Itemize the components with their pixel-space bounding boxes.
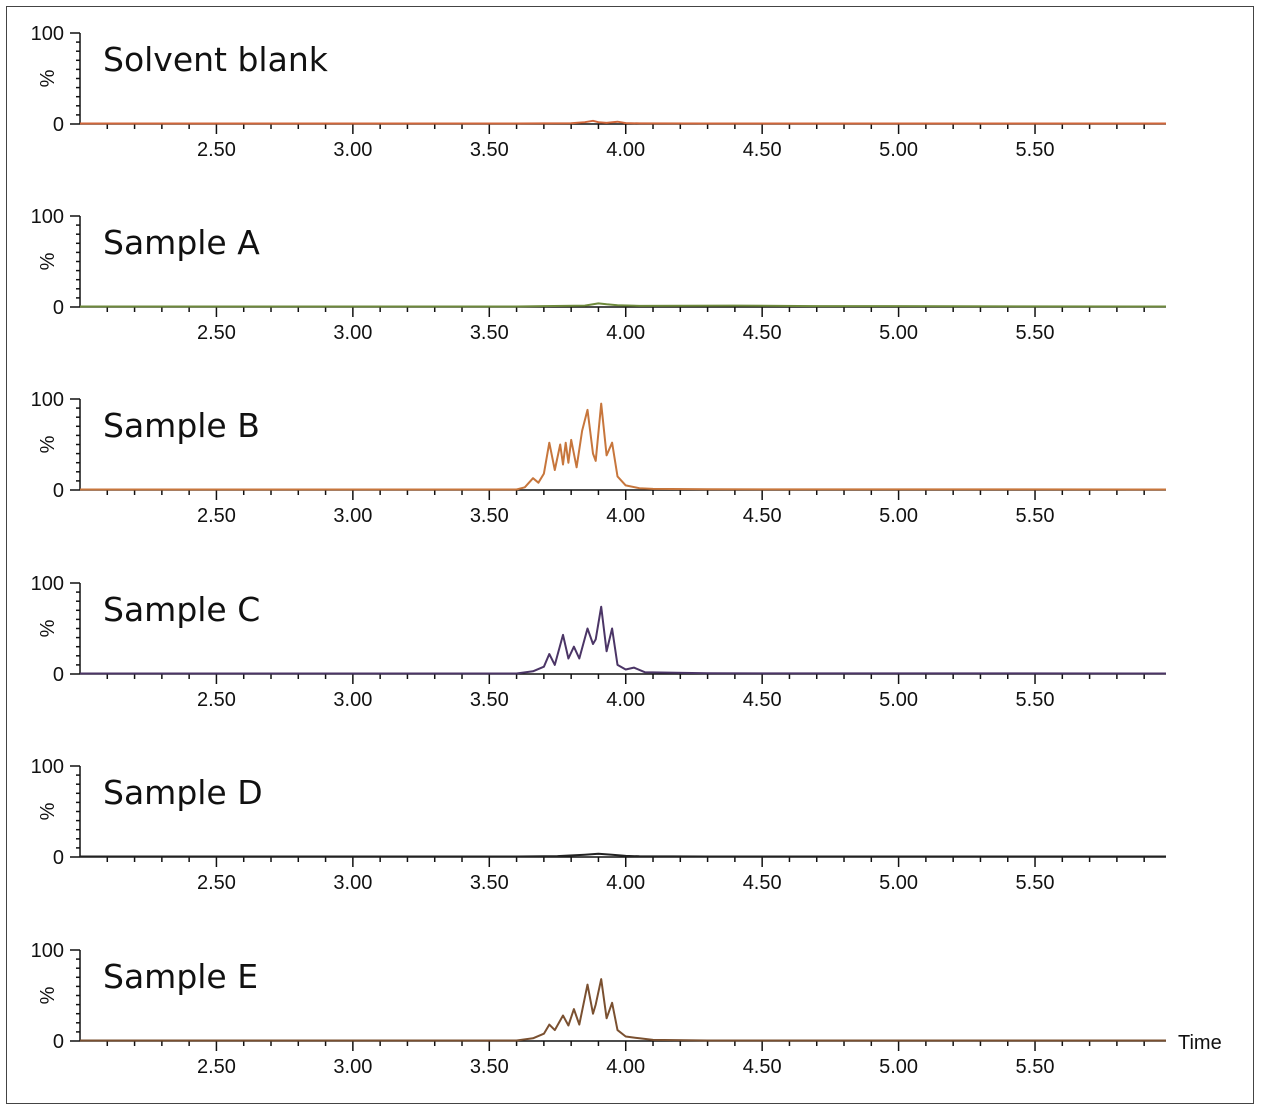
panel-title: Sample B [103, 406, 260, 445]
y-tick-label: 100 [31, 573, 64, 595]
x-tick-label: 4.00 [606, 139, 645, 161]
x-tick-label: 4.50 [743, 689, 782, 711]
x-tick-label: 3.00 [333, 689, 372, 711]
panel-title: Sample E [103, 957, 258, 996]
x-tick-label: 4.00 [606, 689, 645, 711]
y-tick-label: 100 [31, 23, 64, 45]
y-tick-label: 100 [31, 756, 64, 778]
x-tick-label: 5.00 [879, 872, 918, 894]
y-axis-label: % [37, 619, 59, 637]
series-line [80, 302, 1167, 308]
y-axis-label: % [37, 252, 59, 270]
x-tick-label: 3.00 [333, 505, 372, 527]
y-tick-label: 0 [53, 480, 64, 502]
y-tick-label: 0 [53, 664, 64, 686]
x-tick-label: 5.50 [1016, 872, 1055, 894]
y-tick-label: 0 [53, 1031, 64, 1053]
y-tick-label: 100 [31, 389, 64, 411]
x-tick-label: 3.50 [470, 322, 509, 344]
x-tick-label: 5.00 [879, 505, 918, 527]
series-line [80, 402, 1167, 491]
x-tick-label: 3.00 [333, 139, 372, 161]
series-line [80, 978, 1166, 1042]
x-tick-label: 3.00 [333, 872, 372, 894]
x-tick-label: 2.50 [197, 689, 236, 711]
x-tick-label: 3.50 [470, 689, 509, 711]
x-tick-label: 5.50 [1016, 689, 1055, 711]
x-tick-label: 5.00 [879, 322, 918, 344]
y-tick-label: 0 [53, 114, 64, 136]
x-tick-label: 5.00 [879, 139, 918, 161]
x-tick-label: 4.00 [606, 505, 645, 527]
x-tick-label: 4.00 [606, 322, 645, 344]
x-tick-label: 4.00 [606, 1056, 645, 1078]
y-axis-label: % [37, 435, 59, 453]
x-tick-label: 4.50 [743, 1056, 782, 1078]
panel-title: Sample A [103, 223, 260, 262]
x-tick-label: 5.50 [1016, 139, 1055, 161]
y-tick-label: 100 [31, 206, 64, 228]
x-tick-label: 3.00 [333, 1056, 372, 1078]
x-tick-label: 3.50 [470, 1056, 509, 1078]
x-tick-label: 2.50 [197, 1056, 236, 1078]
x-tick-label: 2.50 [197, 322, 236, 344]
series-line [80, 119, 1166, 125]
x-tick-label: 3.50 [470, 872, 509, 894]
x-tick-label: 4.50 [743, 322, 782, 344]
panel-title: Sample D [103, 773, 263, 812]
series-line [80, 852, 1166, 858]
x-tick-label: 5.50 [1016, 505, 1055, 527]
y-axis-label: % [37, 986, 59, 1004]
x-axis-label: Time [1178, 1032, 1222, 1054]
x-tick-label: 5.50 [1016, 322, 1055, 344]
x-tick-label: 4.00 [606, 872, 645, 894]
x-tick-label: 4.50 [743, 505, 782, 527]
x-tick-label: 2.50 [197, 505, 236, 527]
x-tick-label: 3.00 [333, 322, 372, 344]
x-tick-label: 2.50 [197, 139, 236, 161]
y-tick-label: 0 [53, 847, 64, 869]
x-tick-label: 5.00 [879, 1056, 918, 1078]
panel-title: Solvent blank [103, 40, 329, 79]
x-tick-label: 3.50 [470, 139, 509, 161]
y-tick-label: 0 [53, 297, 64, 319]
chart-frame [6, 6, 1254, 1104]
panel-title: Sample C [103, 590, 260, 629]
y-axis-label: % [37, 69, 59, 87]
y-tick-label: 100 [31, 940, 64, 962]
series-line [80, 605, 1167, 675]
x-tick-label: 4.50 [743, 139, 782, 161]
x-tick-label: 5.50 [1016, 1056, 1055, 1078]
y-axis-label: % [37, 802, 59, 820]
x-tick-label: 2.50 [197, 872, 236, 894]
x-tick-label: 4.50 [743, 872, 782, 894]
x-tick-label: 3.50 [470, 505, 509, 527]
x-tick-label: 5.00 [879, 689, 918, 711]
